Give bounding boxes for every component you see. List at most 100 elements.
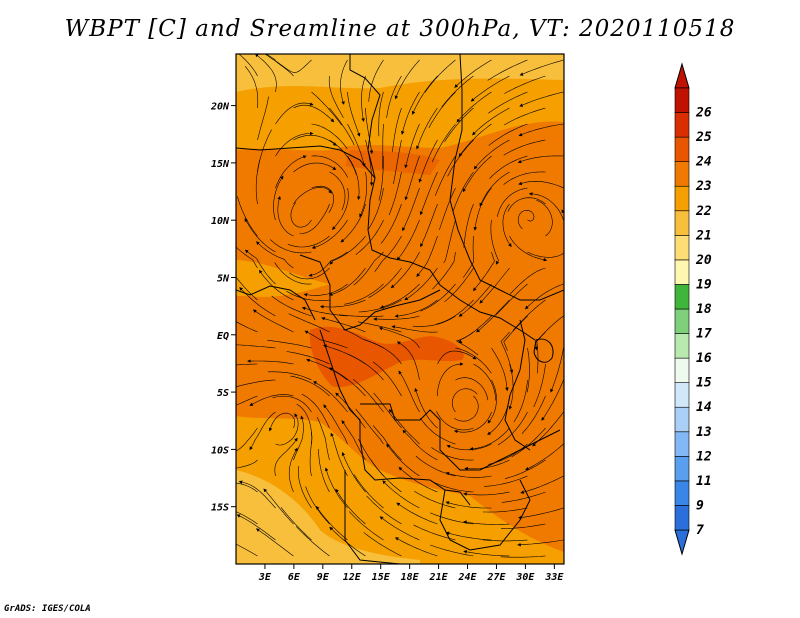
streamline: [357, 321, 402, 333]
streamline: [503, 171, 546, 185]
streamline: [298, 466, 312, 509]
streamline: [238, 480, 276, 509]
streamline: [471, 107, 510, 136]
streamline: [244, 218, 276, 253]
colorbar-label: 7: [696, 523, 704, 538]
streamline: [274, 437, 298, 477]
lon-tick-label: 30E: [515, 572, 535, 583]
streamline: [329, 139, 357, 175]
streamline: [355, 408, 384, 445]
streamline: [454, 395, 479, 422]
colorbar-swatch: [674, 136, 690, 162]
streamline: [458, 123, 492, 157]
streamline: [414, 387, 438, 429]
streamline: [390, 251, 420, 289]
streamline: [463, 491, 510, 496]
colorbar-label: 20: [695, 253, 712, 268]
streamline: [479, 267, 510, 304]
lon-tick-label: 12E: [343, 572, 362, 583]
streamline: [455, 377, 489, 401]
streamline: [295, 526, 330, 557]
streamline: [528, 192, 564, 221]
streamline: [306, 358, 348, 381]
colorbar-swatch: [674, 480, 690, 506]
streamline: [488, 91, 528, 114]
lake-shoreline: [504, 319, 531, 451]
colorbar-swatch: [674, 357, 690, 383]
streamline: [396, 341, 420, 381]
lat-tick-label: 10N: [211, 216, 230, 227]
streamline: [382, 480, 420, 509]
boundary-line: [344, 470, 401, 564]
streamline: [335, 488, 366, 525]
colorbar-top-arrow: [674, 62, 690, 89]
streamline: [323, 404, 348, 445]
streamline: [453, 411, 492, 434]
streamline: [249, 411, 276, 451]
streamline: [236, 427, 258, 452]
colorbar-label: 21: [695, 228, 712, 243]
streamline: [401, 91, 420, 135]
colorbar-label: 14: [696, 400, 712, 415]
streamline: [374, 235, 402, 272]
streamline: [418, 139, 438, 183]
streamline: [488, 123, 528, 146]
streamline: [236, 321, 258, 333]
lat-tick-label: 20N: [210, 102, 230, 113]
streamline: [437, 350, 477, 365]
streamline: [236, 514, 276, 541]
streamline: [254, 54, 277, 93]
wbpt-field: [236, 54, 564, 564]
lat-tick-label: 15S: [211, 503, 229, 514]
streamline: [286, 351, 330, 365]
streamline: [419, 417, 456, 445]
streamline: [509, 267, 546, 295]
lat-tick-label: 10S: [211, 445, 229, 456]
streamline: [293, 186, 333, 205]
colorbar-bottom-arrow: [674, 529, 690, 556]
wbpt-region-24-north: [345, 150, 440, 175]
boundary-line: [439, 479, 531, 551]
streamline: [236, 246, 258, 269]
streamline: [379, 516, 420, 541]
streamline: [439, 187, 456, 230]
streamline: [416, 107, 438, 150]
streamline: [533, 363, 546, 408]
streamline: [490, 219, 500, 265]
streamline: [521, 395, 546, 434]
streamline: [311, 123, 348, 150]
streamline: [293, 162, 337, 173]
streamline: [470, 75, 510, 102]
country-boundaries: [236, 54, 564, 564]
streamline: [455, 331, 479, 356]
streamlines: [236, 54, 564, 558]
streamline: [370, 459, 402, 493]
streamline: [550, 347, 564, 393]
lon-tick-label: 24E: [457, 572, 477, 583]
streamline: [373, 315, 420, 321]
streamline: [473, 187, 492, 231]
lon-tick-label: 15E: [372, 572, 391, 583]
streamline: [431, 447, 474, 461]
streamline: [275, 131, 314, 157]
streamline: [236, 363, 258, 366]
streamline: [428, 91, 456, 128]
streamline: [458, 283, 492, 317]
streamline: [335, 392, 366, 429]
streamline: [293, 415, 304, 461]
lat-tick-label: 5S: [217, 388, 229, 399]
colorbar-swatch: [674, 259, 690, 285]
streamline: [431, 123, 456, 163]
streamline: [398, 370, 420, 413]
streamline: [293, 104, 335, 123]
streamline: [275, 413, 299, 446]
colorbar-label: 25: [695, 130, 712, 145]
wbpt-region-21-north: [236, 54, 564, 92]
streamline: [518, 507, 564, 520]
streamline: [463, 550, 510, 557]
streamline: [463, 203, 474, 248]
streamline: [311, 91, 342, 126]
streamline: [382, 123, 384, 169]
colorbar-label: 12: [696, 449, 712, 464]
